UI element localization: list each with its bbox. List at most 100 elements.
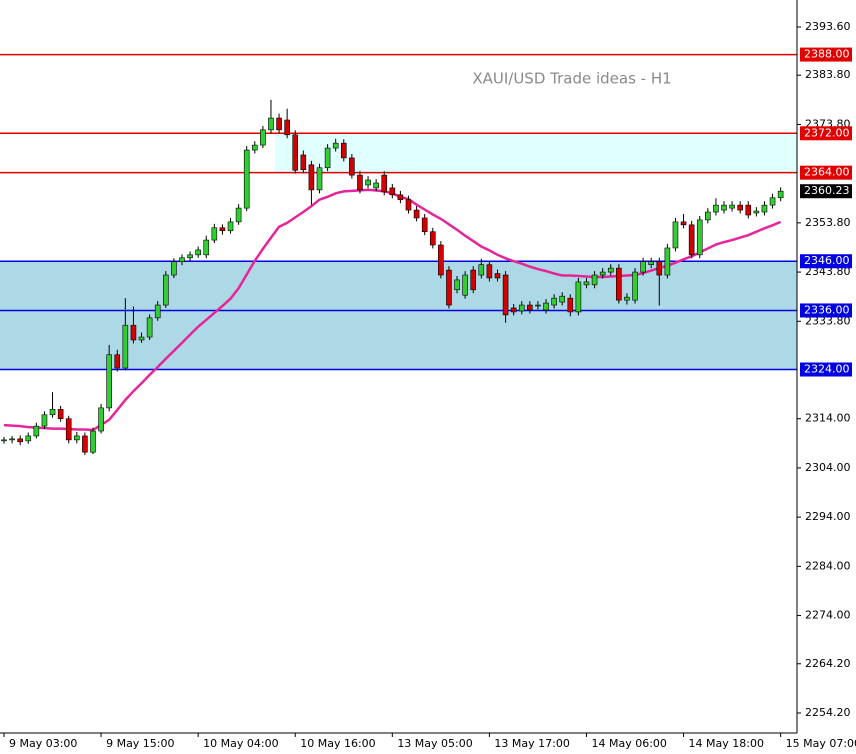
candle-body [90, 430, 96, 453]
x-tick-label: 9 May 03:00 [9, 737, 77, 750]
candle-body [454, 279, 460, 291]
candle-body [74, 435, 80, 441]
candle-body [300, 154, 307, 171]
candle-body [462, 274, 468, 296]
candle-body [227, 221, 234, 232]
candle-body [340, 142, 347, 159]
candle-body [551, 297, 557, 306]
y-tick-label: 2284.00 [805, 559, 851, 572]
x-tick-label: 10 May 04:00 [203, 737, 278, 750]
plot [0, 53, 797, 456]
candle-body [527, 304, 533, 311]
candle-body [624, 296, 630, 301]
candle-body [591, 274, 598, 286]
candle-body [446, 269, 452, 306]
candle-body [349, 157, 355, 176]
candle-body [656, 261, 663, 276]
candle-body [65, 418, 72, 441]
y-tick-label: 2264.20 [805, 657, 851, 670]
candle-body [583, 281, 590, 286]
candle-body [332, 142, 339, 149]
candle-body [268, 117, 274, 131]
candle-body [41, 414, 48, 427]
candle-body [567, 297, 574, 313]
candle-body [648, 261, 655, 265]
zone [0, 261, 797, 370]
candle-body [33, 425, 40, 437]
candle-body [518, 304, 525, 312]
candle-body [49, 409, 56, 416]
x-tick-label: 13 May 17:00 [494, 737, 569, 750]
candle-body [729, 204, 735, 209]
candle-body [260, 129, 266, 146]
candle-body [616, 267, 622, 301]
x-tick-label: 14 May 06:00 [591, 737, 666, 750]
candle-body [559, 295, 566, 303]
x-tick-label: 14 May 18:00 [689, 737, 764, 750]
y-tick-label: 2254.20 [805, 706, 851, 719]
candle-body [510, 307, 517, 313]
candle-body [494, 273, 501, 279]
candle-body [664, 247, 671, 276]
candle-body [308, 164, 315, 191]
candle-body [381, 174, 388, 193]
zone [275, 133, 797, 173]
y-tick-label: 2393.60 [805, 20, 851, 33]
candle-body [25, 435, 32, 442]
candle-body [429, 231, 436, 246]
candle-body [57, 409, 64, 420]
candle-body [98, 407, 104, 432]
candle-body [114, 354, 121, 369]
candle-body [737, 204, 743, 211]
candle-body [187, 254, 193, 259]
candle-body [324, 147, 331, 169]
candle-body [357, 174, 363, 191]
candle-body [753, 210, 760, 214]
zones [0, 133, 797, 370]
candle-body [486, 264, 493, 279]
candle-body [276, 117, 282, 131]
x-tick-label: 10 May 16:00 [300, 737, 375, 750]
candle-body [745, 204, 752, 216]
last-price-label: 2360.23 [804, 184, 850, 197]
candle-body [373, 182, 379, 189]
candle-body [413, 209, 420, 219]
candle-body [680, 221, 687, 226]
candle-body [599, 271, 606, 276]
candle-body [203, 239, 210, 256]
y-tick-label: 2304.00 [805, 461, 851, 474]
y-tick-label: 2343.80 [805, 265, 851, 278]
candle-body [421, 217, 428, 233]
last-price-box [800, 184, 852, 199]
candle-body [235, 207, 242, 223]
candle-body [171, 261, 177, 276]
candle-body [1, 439, 7, 442]
level-label-box [800, 126, 852, 141]
level-label-box [800, 165, 852, 180]
candle-body [696, 219, 703, 256]
y-tick-label: 2274.00 [805, 609, 851, 622]
level-label-box [800, 254, 852, 269]
candle-body [219, 227, 226, 232]
candle-body [777, 190, 784, 199]
candle-body [17, 438, 23, 443]
chart-title: XAUI/USD Trade ideas - H1 [472, 70, 671, 88]
candle-body [470, 269, 477, 291]
y-tick-label: 2314.00 [805, 412, 851, 425]
candle-body [438, 244, 444, 276]
y-tick-label: 2294.00 [805, 510, 851, 523]
y-tick-label: 2353.80 [805, 216, 851, 229]
level-label-box [800, 362, 852, 377]
candle-body [365, 179, 371, 186]
level-label: 2336.00 [804, 303, 850, 316]
candle-body [154, 304, 161, 319]
candle-body [292, 134, 299, 171]
axis-bg [0, 733, 797, 754]
candle-body [122, 324, 129, 369]
level-label: 2388.00 [804, 48, 850, 61]
level-label: 2372.00 [804, 126, 850, 139]
y-tick-label: 2383.80 [805, 68, 851, 81]
